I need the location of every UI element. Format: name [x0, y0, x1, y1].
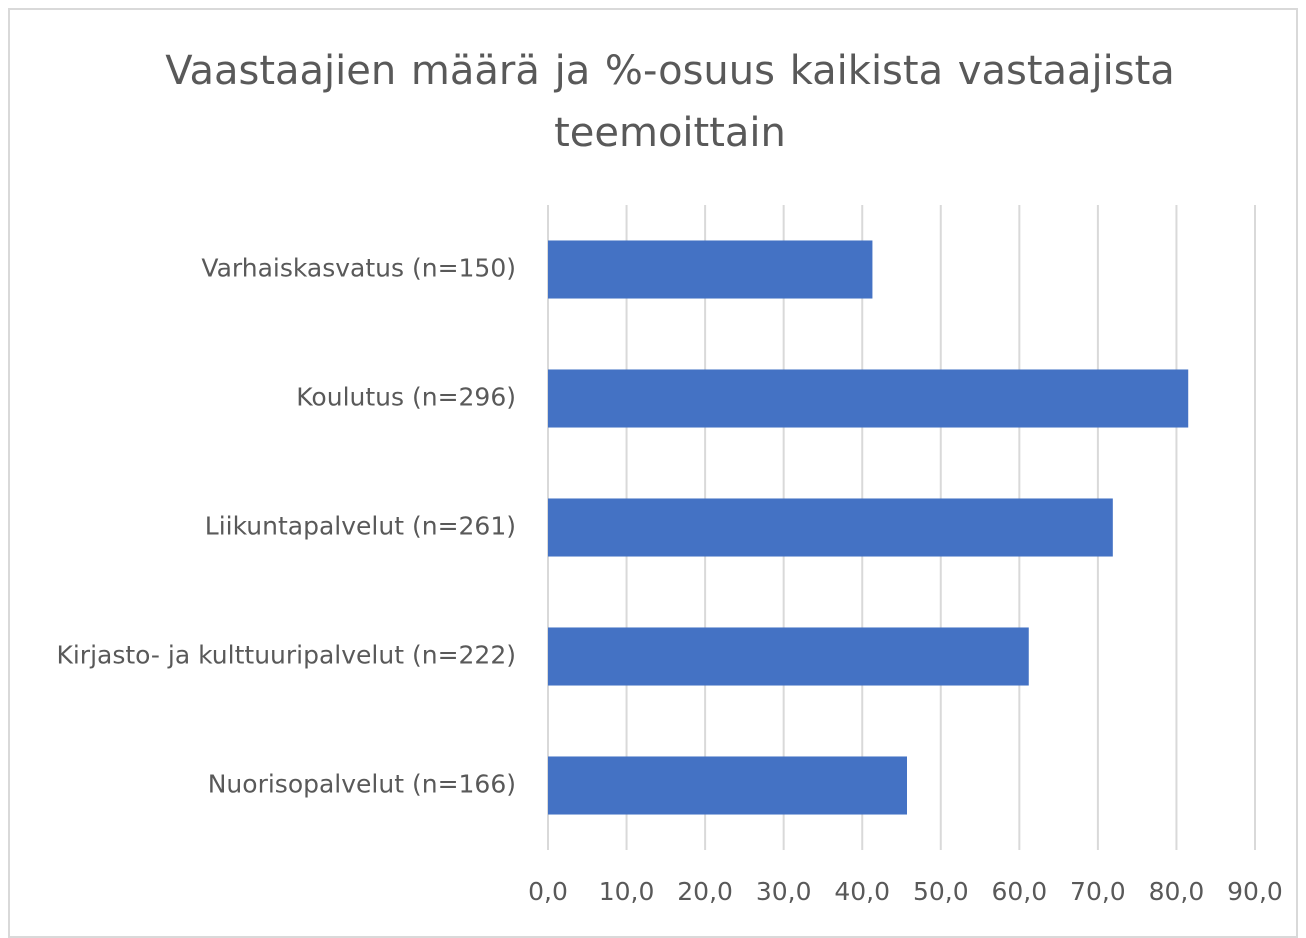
x-tick-label: 20,0 — [677, 877, 733, 906]
bar — [548, 498, 1113, 557]
bar — [548, 240, 873, 299]
bar — [548, 369, 1189, 428]
chart-title: Vaastaajien määrä ja %-osuus kaikista va… — [165, 48, 1175, 156]
x-tick-label: 30,0 — [756, 877, 812, 906]
y-tick-label: Varhaiskasvatus (n=150) — [201, 254, 516, 283]
bar — [548, 756, 907, 815]
x-tick-label: 0,0 — [528, 877, 568, 906]
x-tick-label: 80,0 — [1149, 877, 1205, 906]
x-tick-label: 90,0 — [1227, 877, 1283, 906]
y-tick-label: Liikuntapalvelut (n=261) — [205, 512, 516, 541]
x-tick-label: 50,0 — [913, 877, 969, 906]
y-tick-label: Kirjasto- ja kulttuuripalvelut (n=222) — [56, 641, 516, 670]
bar — [548, 627, 1029, 686]
y-tick-label: Nuorisopalvelut (n=166) — [208, 770, 516, 799]
x-tick-label: 60,0 — [991, 877, 1047, 906]
x-tick-label: 40,0 — [834, 877, 890, 906]
x-tick-label: 10,0 — [599, 877, 655, 906]
y-tick-label: Koulutus (n=296) — [296, 383, 516, 412]
x-tick-label: 70,0 — [1070, 877, 1126, 906]
